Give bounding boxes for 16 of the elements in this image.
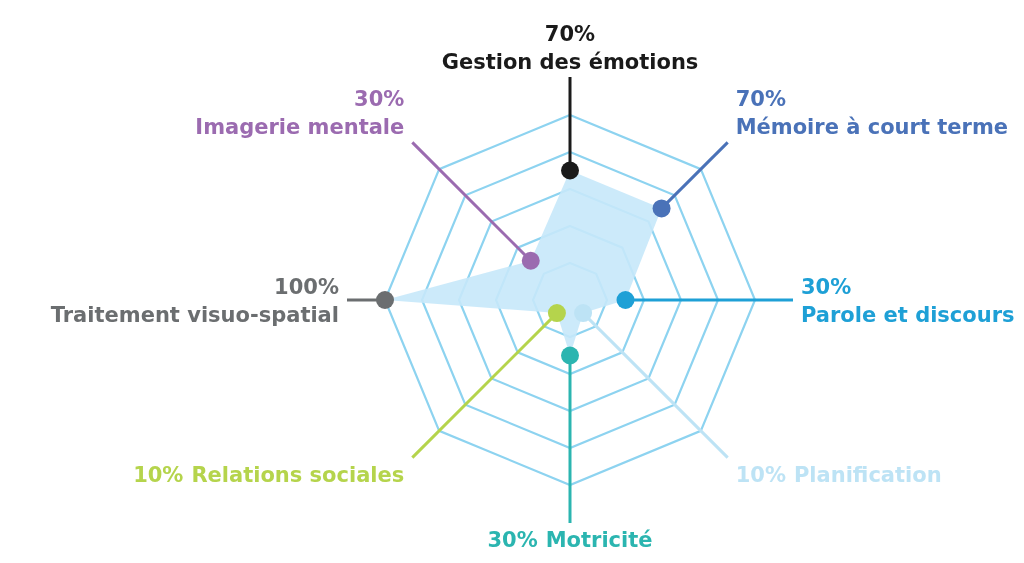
text: 30% [354,87,405,112]
spoke-label: Imagerie mentale [195,115,405,140]
spoke-label: Parole et discours [801,303,1015,327]
text: 10% [735,462,786,487]
spoke-label: Gestion des émotions [441,50,699,74]
text: 70% [735,87,786,112]
text: 30% [801,275,852,299]
spoke-label: Traitement visuo-spatial [50,303,339,327]
spoke-label: Relations sociales [191,462,405,487]
spoke-label: Planification [793,462,942,487]
text: 70% [544,22,596,46]
spoke-label: Mémoire à court terme [735,115,1009,140]
text: 10% [133,462,184,487]
text: 100% [274,275,339,299]
spoke-label: Motricité [545,528,653,552]
text: 30% [487,528,538,552]
